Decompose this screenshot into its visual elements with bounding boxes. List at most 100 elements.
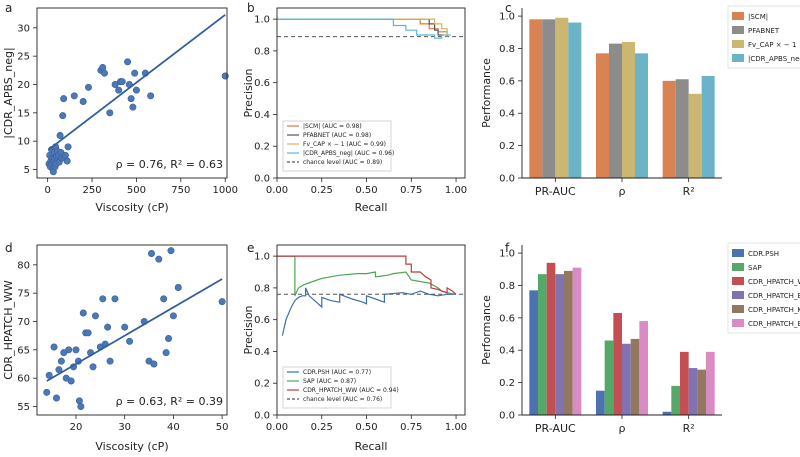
- scatter-point: [174, 283, 182, 291]
- scatter-point: [52, 394, 60, 402]
- panel-f: f 0.0 0.2 0.4 0.6 0.8 1.0 Performance PR-AUC ρ R² C…: [480, 241, 800, 435]
- legend-swatch: [732, 277, 744, 285]
- scatter-point: [127, 95, 135, 103]
- legend-swatch: [732, 305, 744, 313]
- panel-letter-d: d: [5, 241, 13, 255]
- legend-frame: [282, 120, 392, 172]
- pr-curve-1: [277, 18, 444, 36]
- scatter-point: [77, 402, 85, 410]
- scatter-point: [43, 388, 51, 396]
- y-tick-label: 0.0: [499, 174, 515, 185]
- x-tick-label: 0.25: [311, 185, 333, 196]
- bar-scm-1: [596, 53, 609, 179]
- legend-label: SAP: [748, 264, 762, 272]
- bar-cdr-hpatch-ww-0: [546, 262, 556, 415]
- bar-scm-2: [662, 80, 676, 178]
- scatter-point: [45, 371, 53, 379]
- bar-cdr-apbs-neg-2: [701, 76, 715, 178]
- x-tick-label: 1.00: [445, 422, 467, 433]
- scatter-point: [118, 78, 126, 86]
- scatter-point: [63, 157, 71, 165]
- y-axis-label: CDR_HPATCH_WW: [2, 280, 15, 380]
- regression-line: [47, 14, 226, 151]
- y-tick-label: 1.0: [254, 15, 270, 26]
- y-tick-label: 60: [17, 374, 30, 385]
- legend-swatch: [732, 12, 744, 20]
- y-tick-label: 55: [17, 402, 30, 413]
- scatter-point: [124, 58, 132, 66]
- legend-f: CDR.PSH SAP CDR_HPATCH_WW CDR_HPATCH_BM CDR_…: [727, 242, 800, 334]
- legend-label: CDR.PSH (AUC = 0.77): [303, 369, 371, 376]
- x-tick-label: PR-AUC: [535, 185, 576, 198]
- y-tick-label: 30: [17, 23, 30, 34]
- bar-cdr-apbs-neg-0: [568, 22, 582, 179]
- legend-label: chance level (AUC = 0.89): [303, 159, 382, 166]
- y-tick-label: 0.6: [254, 315, 270, 326]
- y-tick-label: 65: [17, 345, 30, 356]
- bar-cdr-hpatch-kd-1: [630, 338, 640, 415]
- x-tick-label: 0.25: [311, 422, 333, 433]
- panel-a: a 5 10 15 20 25 30 |CDR_APBS_neg| 0 250 500 750 1000…: [2, 1, 238, 214]
- y-tick-label: 25: [17, 52, 30, 63]
- y-tick-label: 5: [24, 165, 30, 176]
- x-tick-label: 250: [82, 185, 101, 196]
- x-tick-label: 0.75: [400, 422, 422, 433]
- scatter-point: [79, 98, 87, 106]
- panel-letter-a: a: [5, 1, 12, 15]
- y-tick-label: 0.0: [254, 411, 270, 422]
- fit-annotation: ρ = 0.63, R² = 0.39: [116, 395, 223, 408]
- bar-cdr-hpatch-bm-1: [622, 343, 631, 415]
- scatter-point: [150, 360, 158, 368]
- legend-swatch: [732, 291, 744, 299]
- y-tick-label: 0.4: [499, 346, 515, 357]
- x-axis-label: Viscosity (cP): [95, 440, 168, 453]
- y-tick-label: 1.0: [499, 249, 515, 260]
- y-tick-label: 80: [17, 260, 30, 271]
- scatter-point: [89, 363, 97, 371]
- legend-label: CDR_HPATCH_WW: [748, 278, 800, 286]
- x-tick-label: 0.00: [266, 185, 288, 196]
- bar-cdr-hpatch-kd-2: [697, 369, 706, 415]
- y-axis-label: Precision: [242, 305, 255, 354]
- x-tick-label: 50: [216, 422, 229, 433]
- scatter-point: [100, 69, 108, 77]
- legend-label: PFABNET (AUC = 0.98): [303, 132, 371, 139]
- y-axis-label: Performance: [480, 58, 493, 128]
- x-tick-label: 1.00: [445, 185, 467, 196]
- legend-label: chance level (AUC = 0.76): [303, 396, 382, 403]
- y-tick-label: 1.0: [254, 252, 270, 263]
- bar-cdr-psh-1: [596, 390, 605, 415]
- x-tick-label: 0.00: [266, 422, 288, 433]
- y-tick-label: 0.6: [254, 78, 270, 89]
- x-tick-label: 0: [44, 185, 50, 196]
- scatter-point: [67, 377, 75, 385]
- panel-letter-e: e: [247, 241, 254, 255]
- x-tick-label: 30: [118, 422, 131, 433]
- y-tick-label: 0.4: [254, 347, 270, 358]
- pr-curve-1: [277, 255, 457, 297]
- scatter-point: [221, 72, 229, 80]
- x-tick-label: ρ: [619, 185, 626, 198]
- legend-frame: [727, 242, 800, 334]
- x-tick-label: 750: [171, 185, 190, 196]
- scatter-point: [79, 309, 87, 317]
- pr-curve-2: [277, 255, 457, 295]
- legend-label: CDR_HPATCH_BM: [748, 292, 800, 300]
- y-tick-label: 75: [17, 289, 30, 300]
- x-axis-label: Recall: [355, 440, 388, 453]
- scatter-point: [57, 357, 65, 365]
- x-tick-label: 0.50: [355, 422, 377, 433]
- y-tick-label: 0.4: [254, 110, 270, 121]
- x-tick-label: 1000: [212, 185, 237, 196]
- panel-letter-b: b: [247, 1, 255, 15]
- panel-b: b 0.0 0.2 0.4 0.6 0.8 1.0 Precision 0.00 0.25 0.50…: [242, 1, 467, 214]
- scatter-point: [132, 86, 140, 94]
- x-tick-label: 0.75: [400, 185, 422, 196]
- legend-swatch: [732, 319, 744, 327]
- y-axis-label: |CDR_APBS_neg|: [2, 47, 15, 138]
- x-tick-label: ρ: [619, 422, 626, 435]
- bar-scm-0: [529, 19, 543, 179]
- scatter-point: [70, 92, 78, 100]
- pr-curve-2: [277, 18, 448, 37]
